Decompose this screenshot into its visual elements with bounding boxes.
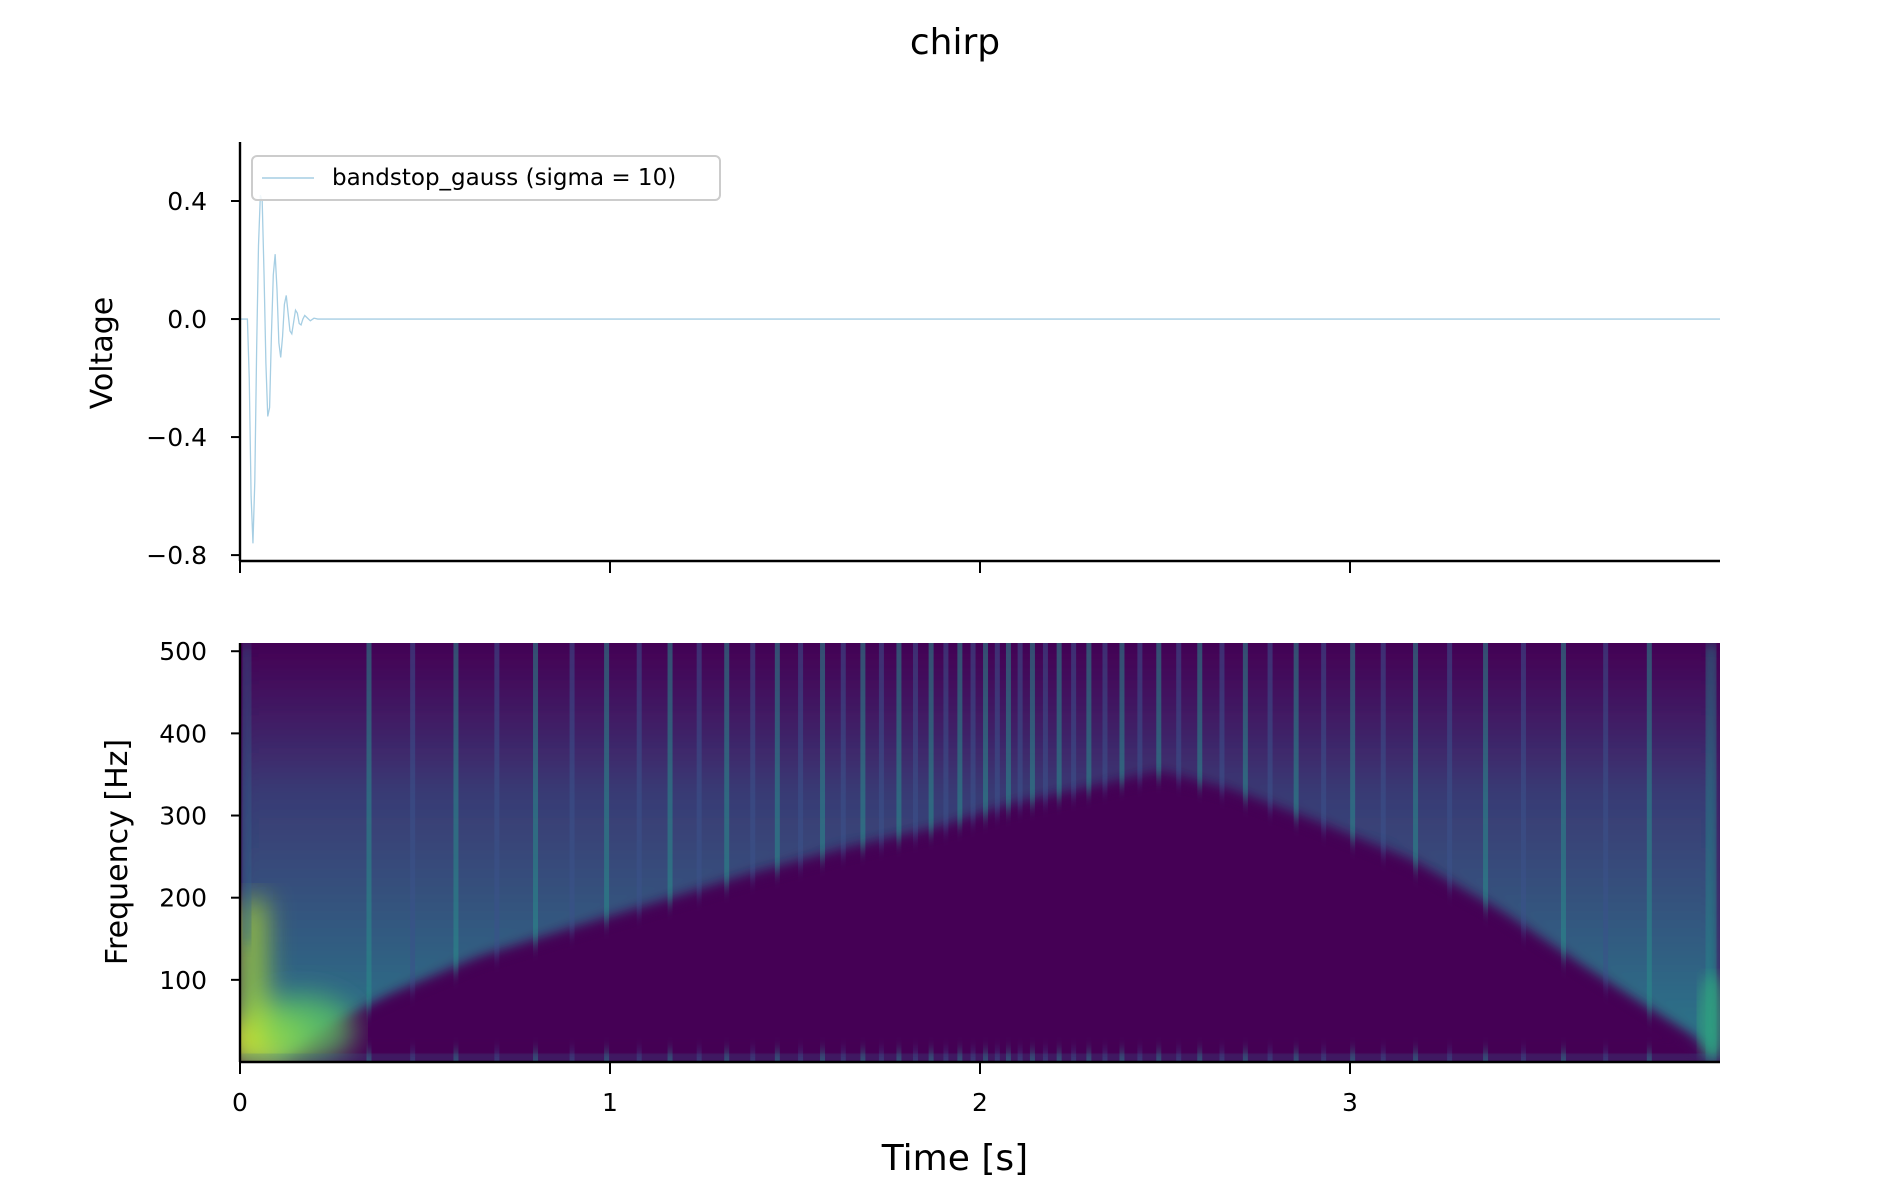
spectrogram-stripe: [1560, 643, 1566, 1061]
spectrogram-stripe: [569, 643, 575, 1061]
spectrogram-y-tick-label: 500: [159, 637, 207, 666]
spectrogram-panel: 100 200 300 400 500 0 1 2 3 Frequency [Hz] Time…: [100, 637, 1720, 1179]
voltage-y-ticks: 0.4 0.0 −0.4 −0.8: [146, 187, 240, 570]
dead-band-region: [290, 777, 1700, 1052]
voltage-plot-area: [240, 194, 1720, 544]
spectrogram-stripe: [533, 643, 539, 1061]
voltage-x-ticks: [239, 561, 1351, 573]
spectrogram-y-tick-label: 200: [159, 884, 207, 913]
spectrogram-y-ticks: 100 200 300 400 500: [159, 637, 240, 995]
spectrogram-y-tick-label: 400: [159, 719, 207, 748]
green-halo: [245, 996, 355, 1061]
dead-band: [290, 777, 1700, 1052]
spectrogram-stripe: [1413, 643, 1419, 1061]
low-freq-energy: [240, 900, 355, 1061]
voltage-y-tick-label: 0.0: [167, 305, 207, 334]
spectrogram-stripe: [410, 643, 416, 1061]
left-edge-spike: [243, 643, 251, 943]
voltage-series-line: [240, 194, 1720, 544]
spectrogram-stripe: [1520, 643, 1526, 1061]
spectrogram-stripe: [366, 643, 372, 1061]
spectrogram-y-tick-label: 300: [159, 802, 207, 831]
spectrogram-energy-band: [240, 643, 1720, 1061]
spectrogram-stripe: [798, 643, 804, 1061]
spectrogram-stripe: [750, 643, 756, 1061]
spectrogram-stripe: [774, 643, 780, 1061]
spectrogram-stripe: [1483, 643, 1489, 1061]
spectrogram-stripe: [1646, 643, 1652, 1061]
legend-series-label: bandstop_gauss (sigma = 10): [332, 165, 676, 191]
spectrogram-stripe: [494, 643, 500, 1061]
spectrogram-y-axis-label: Frequency [Hz]: [100, 739, 135, 965]
spectrogram-x-tick-label: 1: [602, 1088, 618, 1117]
spectrogram-stripe: [1447, 643, 1453, 1061]
voltage-y-axis-label: Voltage: [85, 297, 120, 410]
spectrogram-stripe: [667, 643, 673, 1061]
voltage-y-tick-label: 0.4: [167, 187, 207, 216]
x-axis-label: Time [s]: [881, 1138, 1028, 1179]
spectrogram-stripe: [724, 643, 730, 1061]
spectrogram-x-tick-label: 2: [972, 1088, 988, 1117]
spectrogram-stripe: [840, 643, 846, 1061]
right-low-energy: [1698, 973, 1720, 1061]
spectrogram-image: [240, 643, 1720, 1061]
spectrogram-x-tick-label: 0: [232, 1088, 248, 1117]
spectrogram-y-tick-label: 100: [159, 966, 207, 995]
spectrogram-x-tick-label: 3: [1342, 1088, 1358, 1117]
spectrogram-stripe: [604, 643, 610, 1061]
figure-title: chirp: [910, 22, 1000, 63]
voltage-panel: 0.4 0.0 −0.4 −0.8 Voltage bandstop_gauss (s…: [85, 142, 1720, 573]
low-freq-floor: [240, 1054, 1720, 1061]
spectrogram-stripe: [453, 643, 459, 1061]
spectrogram-stripe: [696, 643, 702, 1061]
voltage-y-tick-label: −0.8: [146, 541, 207, 570]
legend-frame: [251, 155, 721, 201]
spectrogram-stripe: [1380, 643, 1386, 1061]
voltage-legend: bandstop_gauss (sigma = 10): [251, 155, 721, 201]
spectrogram-stripe: [636, 643, 642, 1061]
spectrogram-stripe: [820, 643, 826, 1061]
energy-region: [240, 643, 1720, 1061]
right-edge-spike: [1706, 643, 1716, 1061]
voltage-y-tick-label: −0.4: [146, 423, 207, 452]
spectrogram-stripe: [1603, 643, 1609, 1061]
spectrogram-x-ticks: 0 1 2 3: [232, 1062, 1358, 1117]
